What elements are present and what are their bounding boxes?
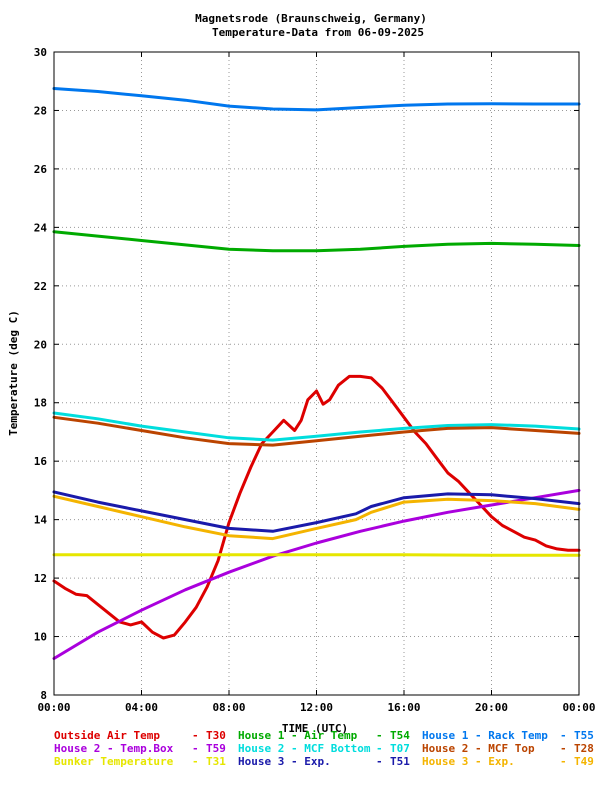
x-tick-label: 20:00	[475, 701, 508, 714]
legend-separator: -	[560, 729, 567, 742]
series-line-t28	[52, 415, 581, 447]
y-tick-label: 24	[34, 221, 48, 234]
legend-code: T49	[574, 755, 594, 768]
legend-code: T59	[206, 742, 226, 755]
legend-separator: -	[560, 755, 567, 768]
legend-code: T31	[206, 755, 226, 768]
y-tick-label: 18	[34, 397, 47, 410]
legend-label: House 3 - Exp.	[238, 755, 331, 768]
legend-label: House 2 - Temp.Box	[54, 742, 174, 755]
y-tick-label: 22	[34, 280, 47, 293]
legend-code: T55	[574, 729, 594, 742]
series-line-t49	[52, 494, 581, 541]
chart-title-line-2: Temperature-Data from 06-09-2025	[212, 26, 424, 39]
legend-label: Bunker Temperature	[54, 755, 174, 768]
legend-separator: -	[376, 742, 383, 755]
x-tick-label: 12:00	[300, 701, 333, 714]
y-tick-label: 8	[40, 689, 47, 702]
legend-code: T28	[574, 742, 594, 755]
series-line-t31	[52, 553, 581, 557]
grid	[54, 52, 579, 695]
y-tick-label: 20	[34, 338, 47, 351]
legend-code: T51	[390, 755, 410, 768]
legend-separator: -	[560, 742, 567, 755]
legend-separator: -	[376, 729, 383, 742]
x-tick-label: 00:00	[37, 701, 70, 714]
y-tick-label: 10	[34, 631, 47, 644]
series-line-t30	[52, 374, 581, 640]
series-line-t59	[52, 488, 581, 660]
legend-separator: -	[192, 729, 199, 742]
legend-separator: -	[376, 755, 383, 768]
legend-code: T54	[390, 729, 410, 742]
legend-label: House 1 - Rack Temp	[422, 729, 548, 742]
x-axis-title: TIME (UTC)	[282, 722, 348, 735]
series-line-t07	[52, 411, 581, 442]
legend-label: House 2 - MCF Top	[422, 742, 535, 755]
x-tick-label: 04:00	[125, 701, 158, 714]
series-line-t54	[52, 230, 581, 253]
y-tick-label: 28	[34, 104, 47, 117]
series-lines	[52, 87, 581, 660]
x-tick-label: 08:00	[212, 701, 245, 714]
series-line-t55	[52, 87, 581, 112]
legend-label: Outside Air Temp	[54, 729, 160, 742]
x-tick-label: 16:00	[387, 701, 420, 714]
y-tick-label: 14	[34, 514, 48, 527]
x-tick-label: 00:00	[562, 701, 595, 714]
legend-label: House 3 - Exp.	[422, 755, 515, 768]
y-tick-label: 16	[34, 455, 48, 468]
chart-title-line-1: Magnetsrode (Braunschweig, Germany)	[195, 12, 427, 25]
legend: Outside Air Temp - T30 House 1 - Air Temp - T…	[54, 729, 594, 768]
legend-code: T30	[206, 729, 226, 742]
legend-label: House 2 - MCF Bottom	[238, 742, 371, 755]
y-tick-label: 12	[34, 572, 47, 585]
legend-label: House 1 - Air Temp	[238, 729, 358, 742]
series-line-t51	[52, 490, 581, 533]
y-axis-title: Temperature (deg C)	[7, 310, 20, 436]
legend-separator: -	[192, 755, 199, 768]
legend-code: T07	[390, 742, 410, 755]
legend-separator: -	[192, 742, 199, 755]
y-tick-label: 30	[34, 46, 47, 59]
y-tick-label: 26	[34, 163, 48, 176]
axis-ticks: 8 10 12 14 16 18 20 22 24 26 28 30 00:00 04:00 08:00 12…	[34, 46, 596, 714]
